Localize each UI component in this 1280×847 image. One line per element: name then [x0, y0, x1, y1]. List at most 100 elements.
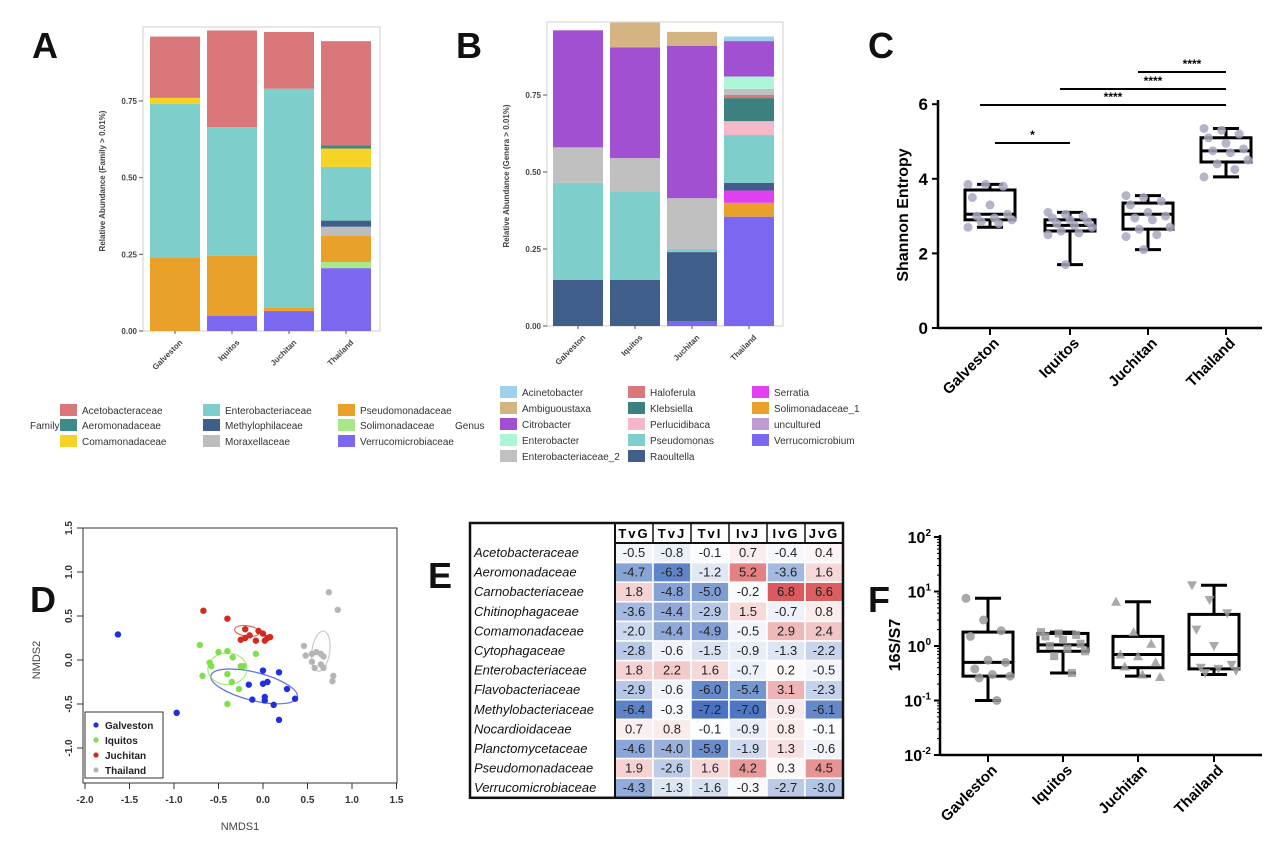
legend-label: Acetobacteraceae [82, 406, 163, 417]
data-point [1119, 661, 1130, 671]
bar-segment-enterobacter [724, 76, 774, 89]
cell-value: 0.7 [625, 721, 643, 736]
bar-segment-pseudomonas [553, 182, 603, 280]
cell-value: -3.6 [775, 565, 797, 580]
cell-value: -2.9 [623, 682, 645, 697]
y-tick-label: 4 [919, 170, 929, 189]
data-point [330, 672, 337, 680]
legend-label: Iquitos [105, 736, 138, 747]
table-border [468, 521, 845, 800]
bar-segment-raoultella [553, 279, 603, 326]
data-point [215, 648, 222, 656]
data-point [1111, 596, 1121, 606]
data-point [275, 669, 283, 676]
bar-segment-enterobacteriaceae-2 [667, 198, 717, 249]
cell-value: 0.7 [739, 545, 757, 560]
cell-value: -0.5 [813, 663, 835, 678]
data-point [967, 192, 977, 202]
tick-exponent: 0 [925, 637, 931, 648]
legend-label: Solimonadaceae_1 [774, 404, 860, 415]
data-point [224, 670, 231, 678]
cell-value: -2.0 [623, 623, 645, 638]
x-tick-label: Gavleston [938, 762, 1001, 825]
cell-value: -5.0 [699, 584, 721, 599]
data-point [1225, 148, 1235, 158]
tick-base: 10 [908, 585, 926, 602]
panel-E-table: TvG TvJ TvI IvJ IvG JvG Acetobacteraceae -0.5 -0… [468, 521, 845, 800]
cell-value: -4.9 [699, 623, 721, 638]
bar-segment-acinetobacter [724, 36, 774, 42]
data-point [965, 631, 975, 641]
data-point [1133, 651, 1143, 661]
legend-swatch [500, 402, 517, 414]
legend-marker [93, 722, 99, 728]
table-row: Planctomycetaceae -4.6 -4.0 -5.9 -1.9 1.3 -0.6 [474, 738, 844, 760]
data-point [1005, 671, 1015, 681]
data-point [242, 626, 249, 633]
cell-value: -2.7 [775, 780, 797, 795]
data-point [1217, 125, 1227, 135]
legend-label: Enterobacter [522, 436, 580, 447]
legend-swatch [500, 386, 517, 398]
data-point [1226, 660, 1237, 670]
bar-segment-verrucomicrobiaceae [264, 311, 314, 331]
cell-value: -0.9 [737, 643, 759, 658]
y-axis-label: Relative Abundance (Family > 0.01%) [98, 110, 107, 251]
legend-label: Thailand [105, 766, 146, 777]
confidence-ellipse [310, 630, 331, 672]
data-point [1074, 228, 1084, 238]
bar-segment-enterobacteriaceae [150, 104, 200, 258]
cell-value: -4.8 [661, 584, 683, 599]
legend-title: Family [30, 421, 59, 432]
row-label: Pseudomonadaceae [474, 761, 593, 776]
bar-segment-pseudomonadaceae [321, 235, 371, 262]
data-point [1155, 671, 1165, 681]
cell-value: -1.6 [699, 780, 721, 795]
data-point [325, 589, 333, 596]
x-tick-label: Galveston [151, 338, 185, 372]
cell-value: 0.8 [663, 721, 681, 736]
x-tick-label: 1.0 [345, 795, 359, 806]
column-header: IvG [773, 526, 800, 541]
legend-swatch [500, 450, 517, 462]
legend-swatch [628, 402, 645, 414]
cell-value: 5.2 [739, 565, 757, 580]
row-label: Verrucomicrobiaceae [474, 780, 596, 795]
bar-segment-raoultella [610, 279, 660, 326]
bar-segment-citrobacter [610, 47, 660, 159]
cell-value: 1.3 [777, 741, 795, 756]
data-point [1221, 138, 1231, 148]
cell-value: -2.9 [699, 604, 721, 619]
y-axis-label: 16S/S7 [887, 619, 904, 672]
bar-segment-solimonadaceae-1 [724, 202, 774, 217]
row-label: Enterobacteriaceae [474, 663, 587, 678]
data-point [1203, 133, 1213, 143]
y-tick-label: 0.0 [64, 653, 75, 667]
row-label: Planctomycetaceae [474, 741, 587, 756]
data-point [1213, 664, 1224, 674]
data-point [998, 181, 1008, 191]
data-point [224, 615, 231, 622]
bar-segment-klebsiella [724, 98, 774, 122]
legend-marker [93, 767, 99, 773]
data-point [1204, 595, 1215, 605]
data-point [208, 662, 215, 670]
cell-value: -0.1 [699, 721, 721, 736]
data-point [311, 664, 318, 672]
table-row: Pseudomonadaceae 1.9 -2.6 1.6 4.2 0.3 4.5 [474, 757, 844, 779]
data-point [1072, 630, 1081, 639]
legend-swatch [60, 435, 77, 447]
box-iqr [1111, 634, 1165, 670]
legend-label: Juchitan [105, 751, 146, 762]
data-point [1067, 668, 1076, 677]
bar-segment-pseudomonas [610, 192, 660, 280]
legend-label: Enterobacteriaceae_2 [522, 452, 620, 463]
bar-segment-perlucidibaca [724, 121, 774, 136]
cell-value: 3.1 [777, 682, 795, 697]
legend-label: Ambiguoustaxa [522, 404, 591, 415]
cell-value: 4.5 [815, 761, 833, 776]
data-point [329, 677, 336, 685]
cell-value: 1.6 [815, 565, 833, 580]
legend-swatch [203, 419, 220, 431]
data-point [1209, 642, 1219, 651]
